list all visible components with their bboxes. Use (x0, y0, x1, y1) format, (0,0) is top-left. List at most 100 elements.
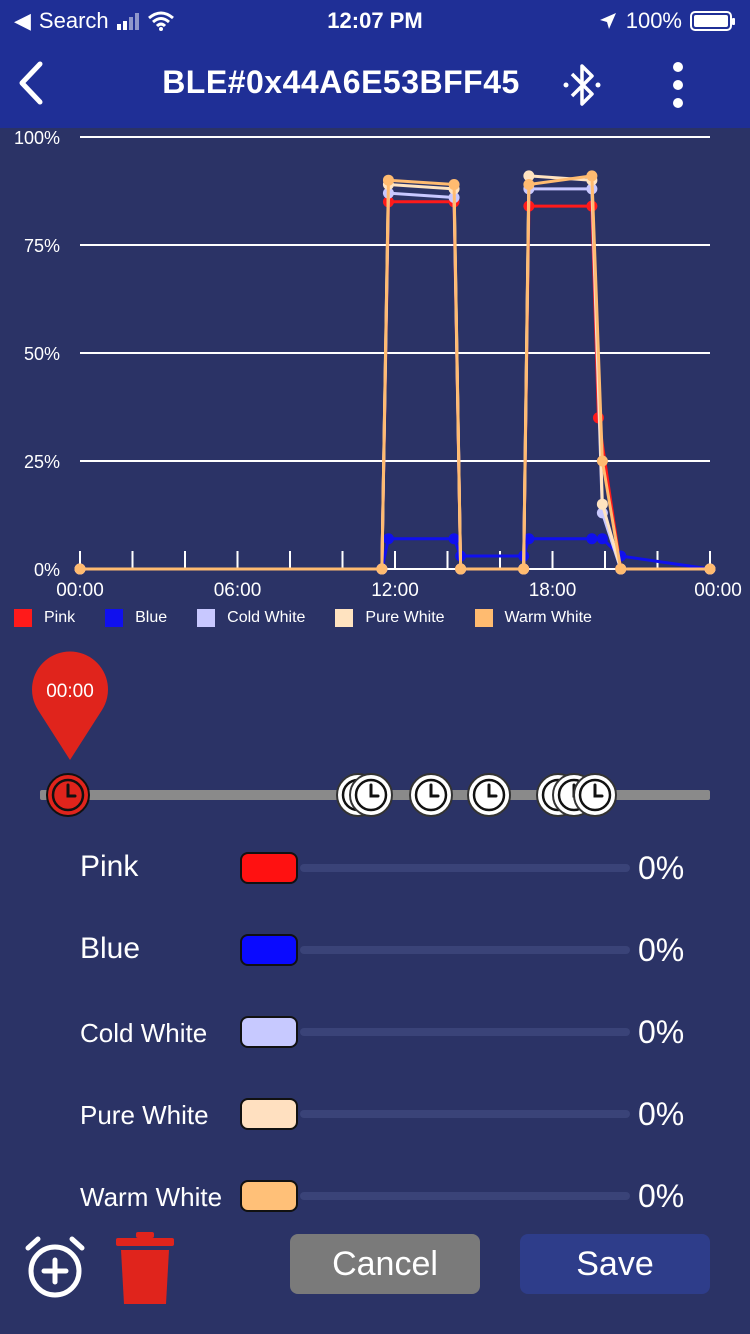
cellular-signal-icon (116, 12, 139, 30)
channel-percent: 0% (638, 1178, 685, 1214)
channel-label: Cold White (80, 1018, 208, 1048)
battery-percent: 100% (625, 8, 682, 33)
x-tick-label: 00:00 (694, 580, 742, 598)
wifi-icon (147, 11, 174, 31)
device-title: BLE#0x44A6E53BFF45 (162, 64, 520, 100)
legend-label: Blue (135, 609, 168, 626)
legend-item-blue: Blue (105, 609, 167, 627)
channel-row-pink: Pink 0% (0, 834, 750, 904)
navigation-bar: BLE#0x44A6E53BFF45 (0, 42, 750, 128)
channel-percent: 0% (638, 1096, 685, 1132)
y-tick-label: 100% (14, 128, 60, 148)
data-point-pure-white (596, 498, 608, 510)
y-tick-label: 50% (24, 344, 60, 364)
timeline-marker-clock-icon[interactable] (409, 773, 454, 817)
legend-swatch (474, 609, 493, 627)
channel-slider-track[interactable] (300, 864, 630, 872)
legend-item-pink: Pink (14, 609, 75, 627)
chart-legend: Pink Blue Cold White Pure White Warm White (14, 609, 622, 627)
status-left: ◀ Search (14, 8, 175, 34)
channel-label: Pink (80, 850, 139, 883)
channel-slider-handle[interactable] (240, 1180, 298, 1212)
channel-row-warm-white: Warm White 0% (0, 1162, 750, 1232)
data-point-warm-white (518, 563, 530, 575)
status-time: 12:07 PM (327, 8, 423, 33)
data-point-warm-white (74, 563, 86, 575)
channel-percent: 0% (638, 850, 685, 886)
legend-label: Pink (44, 609, 76, 626)
x-tick-label: 18:00 (529, 580, 577, 598)
channel-label: Blue (80, 932, 141, 965)
legend-swatch (197, 609, 216, 627)
channel-label: Warm White (80, 1182, 223, 1212)
legend-swatch (105, 609, 124, 627)
back-app-label[interactable]: Search (38, 8, 109, 33)
more-vertical-icon[interactable] (660, 58, 696, 112)
channel-percent: 0% (638, 1014, 685, 1050)
channel-row-cold-white: Cold White 0% (0, 998, 750, 1068)
channel-slider-handle[interactable] (240, 852, 298, 884)
data-point-warm-white (615, 563, 627, 575)
timeline-marker-selected-clock-icon[interactable] (46, 773, 90, 817)
series-line-pink (80, 200, 710, 571)
legend-swatch (335, 609, 354, 627)
legend-swatch (14, 609, 32, 627)
data-point-blue (586, 533, 598, 545)
data-point-warm-white (523, 179, 535, 191)
series-line-pure-white (80, 174, 710, 571)
channel-slider-track[interactable] (300, 1110, 630, 1118)
time-pin-marker[interactable]: 00:00 (30, 650, 110, 762)
data-point-warm-white (586, 170, 598, 182)
legend-item-pure-white: Pure White (335, 609, 445, 627)
x-tick-label: 00:00 (56, 580, 104, 598)
data-point-blue (448, 533, 460, 545)
data-point-warm-white (704, 563, 716, 575)
channel-slider-handle[interactable] (240, 934, 298, 966)
legend-label: Pure White (365, 609, 445, 626)
x-tick-label: 12:00 (371, 580, 419, 598)
channel-slider-handle[interactable] (240, 1016, 298, 1048)
light-schedule-chart[interactable]: 0% 25% 50% 75% 100% 00:00 06:00 12:00 18:00 00:00 (0, 128, 750, 598)
legend-label: Warm White (504, 609, 592, 626)
trash-icon[interactable] (116, 1232, 174, 1306)
status-bar: ◀ Search 12:07 PM 100% (0, 0, 750, 42)
data-point-blue (382, 533, 394, 545)
location-arrow-icon (599, 13, 616, 29)
data-point-warm-white (448, 179, 460, 191)
channel-percent: 0% (638, 932, 685, 968)
channel-row-pure-white: Pure White 0% (0, 1080, 750, 1150)
cancel-button[interactable]: Cancel (290, 1234, 480, 1294)
legend-item-warm-white: Warm White (474, 609, 592, 627)
pin-time-label: 00:00 (46, 681, 94, 702)
timeline-marker-clock-icon[interactable] (467, 773, 512, 817)
data-point-warm-white (376, 563, 388, 575)
bluetooth-icon[interactable] (560, 60, 604, 110)
data-point-warm-white (596, 455, 608, 467)
save-button[interactable]: Save (520, 1234, 710, 1294)
channel-slider-track[interactable] (300, 1028, 630, 1036)
data-point-blue (523, 533, 535, 545)
channel-slider-handle[interactable] (240, 1098, 298, 1130)
channel-slider-track[interactable] (300, 1192, 630, 1200)
data-point-warm-white (455, 563, 467, 575)
status-right: 100% (598, 8, 735, 34)
timeline-marker-clock-icon[interactable] (572, 773, 617, 817)
timeline-marker-clock-icon[interactable] (348, 773, 393, 817)
channel-row-blue: Blue 0% (0, 916, 750, 986)
chevron-left-icon[interactable] (12, 58, 52, 108)
channel-slider-track[interactable] (300, 946, 630, 954)
legend-label: Cold White (227, 609, 306, 626)
battery-icon (690, 11, 735, 31)
legend-item-cold-white: Cold White (197, 609, 305, 627)
data-point-pure-white (523, 170, 535, 182)
y-tick-label: 0% (34, 560, 60, 580)
x-tick-label: 06:00 (214, 580, 262, 598)
data-point-blue (596, 533, 608, 545)
channel-label: Pure White (80, 1100, 209, 1130)
top-bar: ◀ Search 12:07 PM 100% BLE#0x44A6E53BFF (0, 0, 750, 128)
alarm-add-icon[interactable] (22, 1234, 88, 1300)
data-point-warm-white (382, 174, 394, 186)
back-to-app-icon[interactable]: ◀ (14, 8, 31, 33)
series-line-warm-white (80, 174, 710, 571)
y-tick-label: 25% (24, 452, 60, 472)
